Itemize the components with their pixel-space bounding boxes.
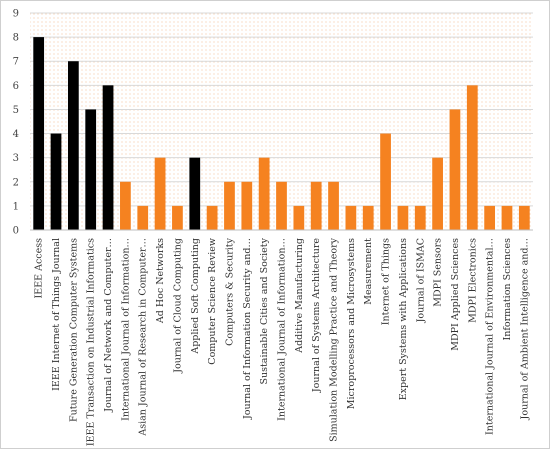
x-category-label: Journal of Ambient Intelligence and… — [519, 238, 530, 420]
bar — [449, 109, 461, 230]
x-category-label: Simulation Modelling Practice and Theory — [329, 237, 340, 442]
y-tick-label: 0 — [13, 226, 19, 237]
x-category-label: IEEE Internet of Things Journal — [51, 238, 62, 391]
bar — [189, 157, 201, 230]
x-category-label: International Journal of Information… — [120, 238, 131, 421]
bar — [102, 85, 114, 230]
y-tick-label: 8 — [13, 33, 19, 44]
x-category-label: International Journal of Environmental… — [485, 238, 496, 435]
bar — [414, 205, 426, 230]
bar — [466, 85, 478, 230]
x-category-label: Computers & Security — [224, 237, 235, 346]
bar — [206, 205, 218, 230]
bar — [484, 205, 496, 230]
x-category-label: Journal of Cloud Computing — [172, 238, 183, 374]
bar — [518, 205, 530, 230]
y-tick-label: 9 — [13, 9, 19, 20]
x-category-label: Journal of Information Security and… — [242, 238, 253, 420]
y-tick-label: 2 — [13, 177, 19, 188]
bar — [501, 205, 513, 230]
x-category-label: Sustainable Cities and Society — [259, 237, 270, 384]
bar — [67, 61, 79, 230]
bar — [432, 157, 443, 230]
x-category-label: Internet of Things — [381, 238, 392, 325]
bar — [241, 181, 253, 230]
bar — [85, 109, 97, 230]
y-tick-label: 3 — [13, 153, 19, 164]
bar — [328, 181, 339, 230]
x-category-label: Asian Journal of Research in Computer… — [138, 238, 149, 437]
x-category-label: International Journal of Information… — [277, 238, 288, 421]
bar — [397, 205, 409, 230]
x-category-label: Future Generation Computer Systems — [68, 238, 79, 422]
bar — [310, 181, 322, 230]
y-tick-label: 1 — [13, 201, 19, 212]
x-axis-category-labels: IEEE Access IEEE Internet of Things Journ… — [34, 237, 531, 446]
x-category-label: Additive Manufacturing — [294, 238, 305, 354]
y-tick-label: 6 — [13, 81, 19, 92]
bar — [380, 133, 391, 230]
x-category-label: IEEE Access — [34, 238, 45, 299]
bar — [224, 181, 235, 230]
x-category-label: MDPI Electronics — [467, 238, 478, 323]
x-category-label: MDPI Applied Sciences — [450, 238, 461, 351]
x-category-label: Computer Science Review — [207, 238, 218, 365]
x-category-label: IEEE Transaction on Industrial Informati… — [86, 238, 97, 446]
bar — [50, 133, 62, 230]
bar — [172, 205, 183, 230]
bar — [120, 181, 131, 230]
bar — [33, 37, 45, 230]
bar — [154, 157, 166, 230]
x-category-label: Information Sciences — [502, 238, 513, 341]
bar — [362, 205, 374, 230]
x-category-label: Expert Systems with Applications — [398, 238, 409, 400]
x-category-label: Applied Soft Computing — [190, 238, 201, 355]
x-category-label: Microprocessors and Microsystems — [346, 238, 357, 409]
bar — [345, 205, 357, 230]
x-category-label: Journal of Systems Architecture — [311, 238, 322, 393]
y-axis-ticks: 0 1 2 3 4 5 6 7 8 9 — [13, 9, 19, 237]
x-category-label: Journal of Network and Computer… — [103, 238, 114, 413]
bars — [33, 37, 530, 230]
y-tick-label: 5 — [13, 105, 19, 116]
bar — [276, 181, 287, 230]
bar — [137, 205, 149, 230]
x-category-label: Journal of ISMAC — [415, 238, 426, 323]
x-category-label: Ad Hoc Networks — [155, 238, 166, 324]
y-tick-label: 7 — [13, 57, 19, 68]
x-category-label: MDPI Sensors — [433, 238, 444, 307]
bar — [293, 205, 305, 230]
y-tick-label: 4 — [13, 129, 19, 140]
bar — [258, 157, 270, 230]
x-category-label: Measurement — [363, 238, 374, 305]
